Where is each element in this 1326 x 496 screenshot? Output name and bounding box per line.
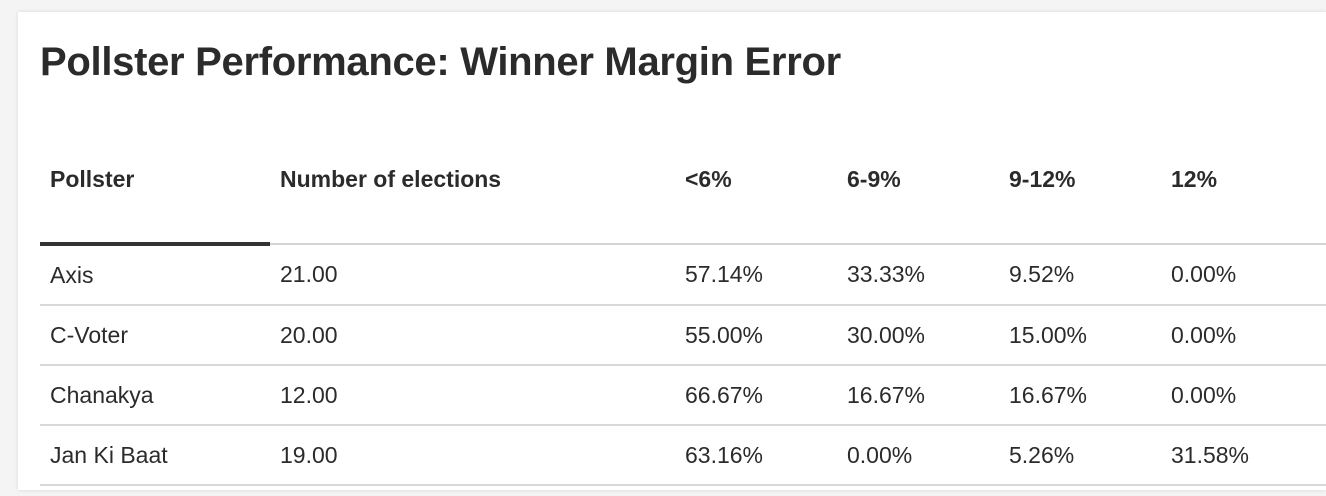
cell-9-12: 9.52% xyxy=(999,244,1161,306)
column-header-12[interactable]: 12% xyxy=(1161,128,1326,245)
column-header-number-of-elections[interactable]: Number of elections xyxy=(270,128,675,245)
cell-6-9: 33.33% xyxy=(837,244,999,306)
cell-9-12: 15.00% xyxy=(999,305,1161,366)
table-row: Chanakya 12.00 66.67% 16.67% 16.67% 0.00… xyxy=(40,365,1326,426)
cell-6-9: 30.00% xyxy=(837,305,999,366)
table-card: Pollster Performance: Winner Margin Erro… xyxy=(18,12,1326,490)
column-header-under-6[interactable]: <6% xyxy=(675,128,837,245)
cell-under-6: 66.67% xyxy=(675,365,837,426)
cell-12: 0.00% xyxy=(1161,305,1326,366)
page-title: Pollster Performance: Winner Margin Erro… xyxy=(40,40,841,84)
cell-9-12: 16.67% xyxy=(999,365,1161,426)
cell-12: 0.00% xyxy=(1161,244,1326,306)
cell-9-12: 5.26% xyxy=(999,425,1161,486)
cell-6-9: 16.67% xyxy=(837,365,999,426)
column-header-6-9[interactable]: 6-9% xyxy=(837,128,999,245)
header-row: Pollster Number of elections <6% 6-9% 9-… xyxy=(40,128,1326,246)
table-row: Jan Ki Baat 19.00 63.16% 0.00% 5.26% 31.… xyxy=(40,425,1326,486)
cell-6-9: 0.00% xyxy=(837,425,999,486)
cell-number-of-elections: 19.00 xyxy=(270,425,675,486)
cell-pollster: Jan Ki Baat xyxy=(40,425,270,486)
cell-12: 31.58% xyxy=(1161,425,1326,486)
cell-number-of-elections: 21.00 xyxy=(270,244,675,306)
cell-number-of-elections: 20.00 xyxy=(270,305,675,366)
cell-under-6: 63.16% xyxy=(675,425,837,486)
cell-12: 0.00% xyxy=(1161,365,1326,426)
cell-under-6: 55.00% xyxy=(675,305,837,366)
table-row: C-Voter 20.00 55.00% 30.00% 15.00% 0.00% xyxy=(40,305,1326,366)
cell-pollster: Axis xyxy=(40,244,270,306)
column-header-pollster[interactable]: Pollster xyxy=(40,128,270,246)
cell-number-of-elections: 12.00 xyxy=(270,365,675,426)
cell-pollster: C-Voter xyxy=(40,305,270,366)
cell-pollster: Chanakya xyxy=(40,365,270,426)
column-header-9-12[interactable]: 9-12% xyxy=(999,128,1161,245)
table-row: Axis 21.00 57.14% 33.33% 9.52% 0.00% xyxy=(40,244,1326,306)
pollster-table: Pollster Number of elections <6% 6-9% 9-… xyxy=(40,128,1326,486)
cell-under-6: 57.14% xyxy=(675,244,837,306)
